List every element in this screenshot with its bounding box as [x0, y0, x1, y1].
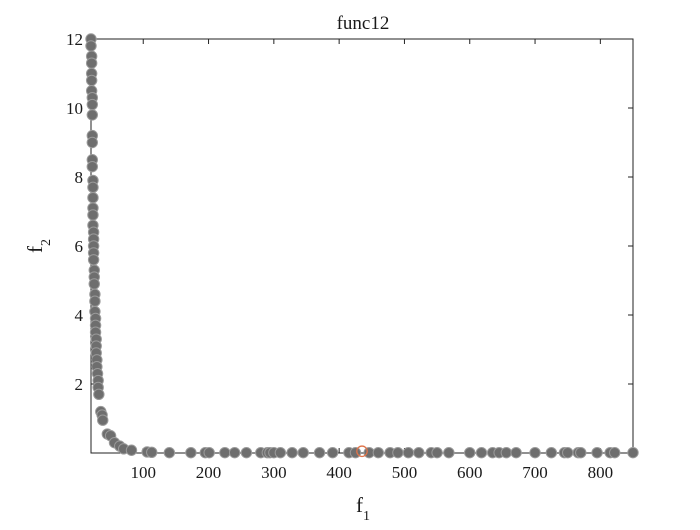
y-tick-label: 10 [66, 99, 83, 118]
data-point [219, 446, 231, 459]
x-axis-ticks: 100 200 300 400 500 600 700 800 [130, 39, 613, 482]
data-point [85, 57, 98, 69]
data-point [89, 295, 101, 307]
x-axis-label-base: f [356, 493, 363, 517]
data-point [413, 446, 425, 459]
y-tick-label: 6 [75, 237, 84, 256]
data-point [591, 446, 603, 459]
data-point [86, 98, 99, 111]
x-tick-label: 500 [392, 463, 418, 482]
x-tick-label: 400 [326, 463, 352, 482]
data-point [87, 192, 99, 204]
data-point [431, 446, 443, 459]
plot-axes [90, 38, 634, 454]
data-point [545, 446, 558, 459]
data-point [125, 444, 138, 456]
x-tick-label: 700 [522, 463, 548, 482]
y-tick-label: 12 [66, 30, 83, 49]
data-point [286, 446, 298, 459]
data-point [93, 388, 105, 401]
x-tick-label: 300 [261, 463, 287, 482]
data-point [185, 446, 197, 459]
y-axis-label: f2 [23, 239, 54, 253]
data-point [86, 109, 99, 121]
y-axis-label-base: f [23, 246, 47, 253]
data-point [228, 446, 241, 459]
data-point [146, 446, 158, 459]
data-point [402, 446, 415, 459]
x-tick-label: 600 [457, 463, 483, 482]
x-axis-label-subscript: 1 [363, 509, 370, 524]
data-point [97, 414, 109, 426]
data-point [240, 446, 253, 459]
data-point [443, 446, 455, 459]
data-point [464, 446, 476, 459]
data-point [203, 446, 215, 459]
data-point [297, 446, 309, 459]
y-axis-ticks: 2 4 6 8 10 12 [66, 30, 633, 394]
x-tick-label: 800 [588, 463, 614, 482]
data-point [609, 446, 621, 459]
highlight-point [356, 445, 368, 458]
data-point [87, 209, 99, 221]
data-point [529, 446, 541, 459]
data-point [313, 446, 326, 459]
data-point [500, 446, 513, 459]
data-point [561, 446, 574, 459]
x-axis-label: f1 [356, 493, 370, 524]
data-point [392, 446, 404, 459]
data-point [86, 136, 99, 149]
chart-title: func12 [337, 13, 390, 34]
data-point [510, 446, 522, 459]
y-tick-label: 2 [75, 375, 84, 394]
y-tick-label: 8 [75, 168, 84, 187]
scatter-points [85, 33, 639, 459]
y-axis-label-subscript: 2 [39, 239, 54, 246]
data-point [87, 181, 99, 194]
data-point [372, 446, 385, 459]
data-point [326, 446, 339, 459]
data-point [85, 40, 97, 52]
data-point [88, 278, 100, 290]
data-point [85, 74, 98, 87]
data-point [274, 446, 287, 459]
data-point [86, 160, 99, 173]
x-tick-label: 100 [130, 463, 156, 482]
data-point [87, 254, 100, 266]
y-tick-label: 4 [75, 306, 84, 325]
data-point [163, 446, 176, 459]
data-point [475, 446, 488, 459]
x-tick-label: 200 [196, 463, 222, 482]
data-point [627, 446, 639, 459]
plot-frame [90, 38, 634, 454]
data-point [575, 446, 587, 459]
